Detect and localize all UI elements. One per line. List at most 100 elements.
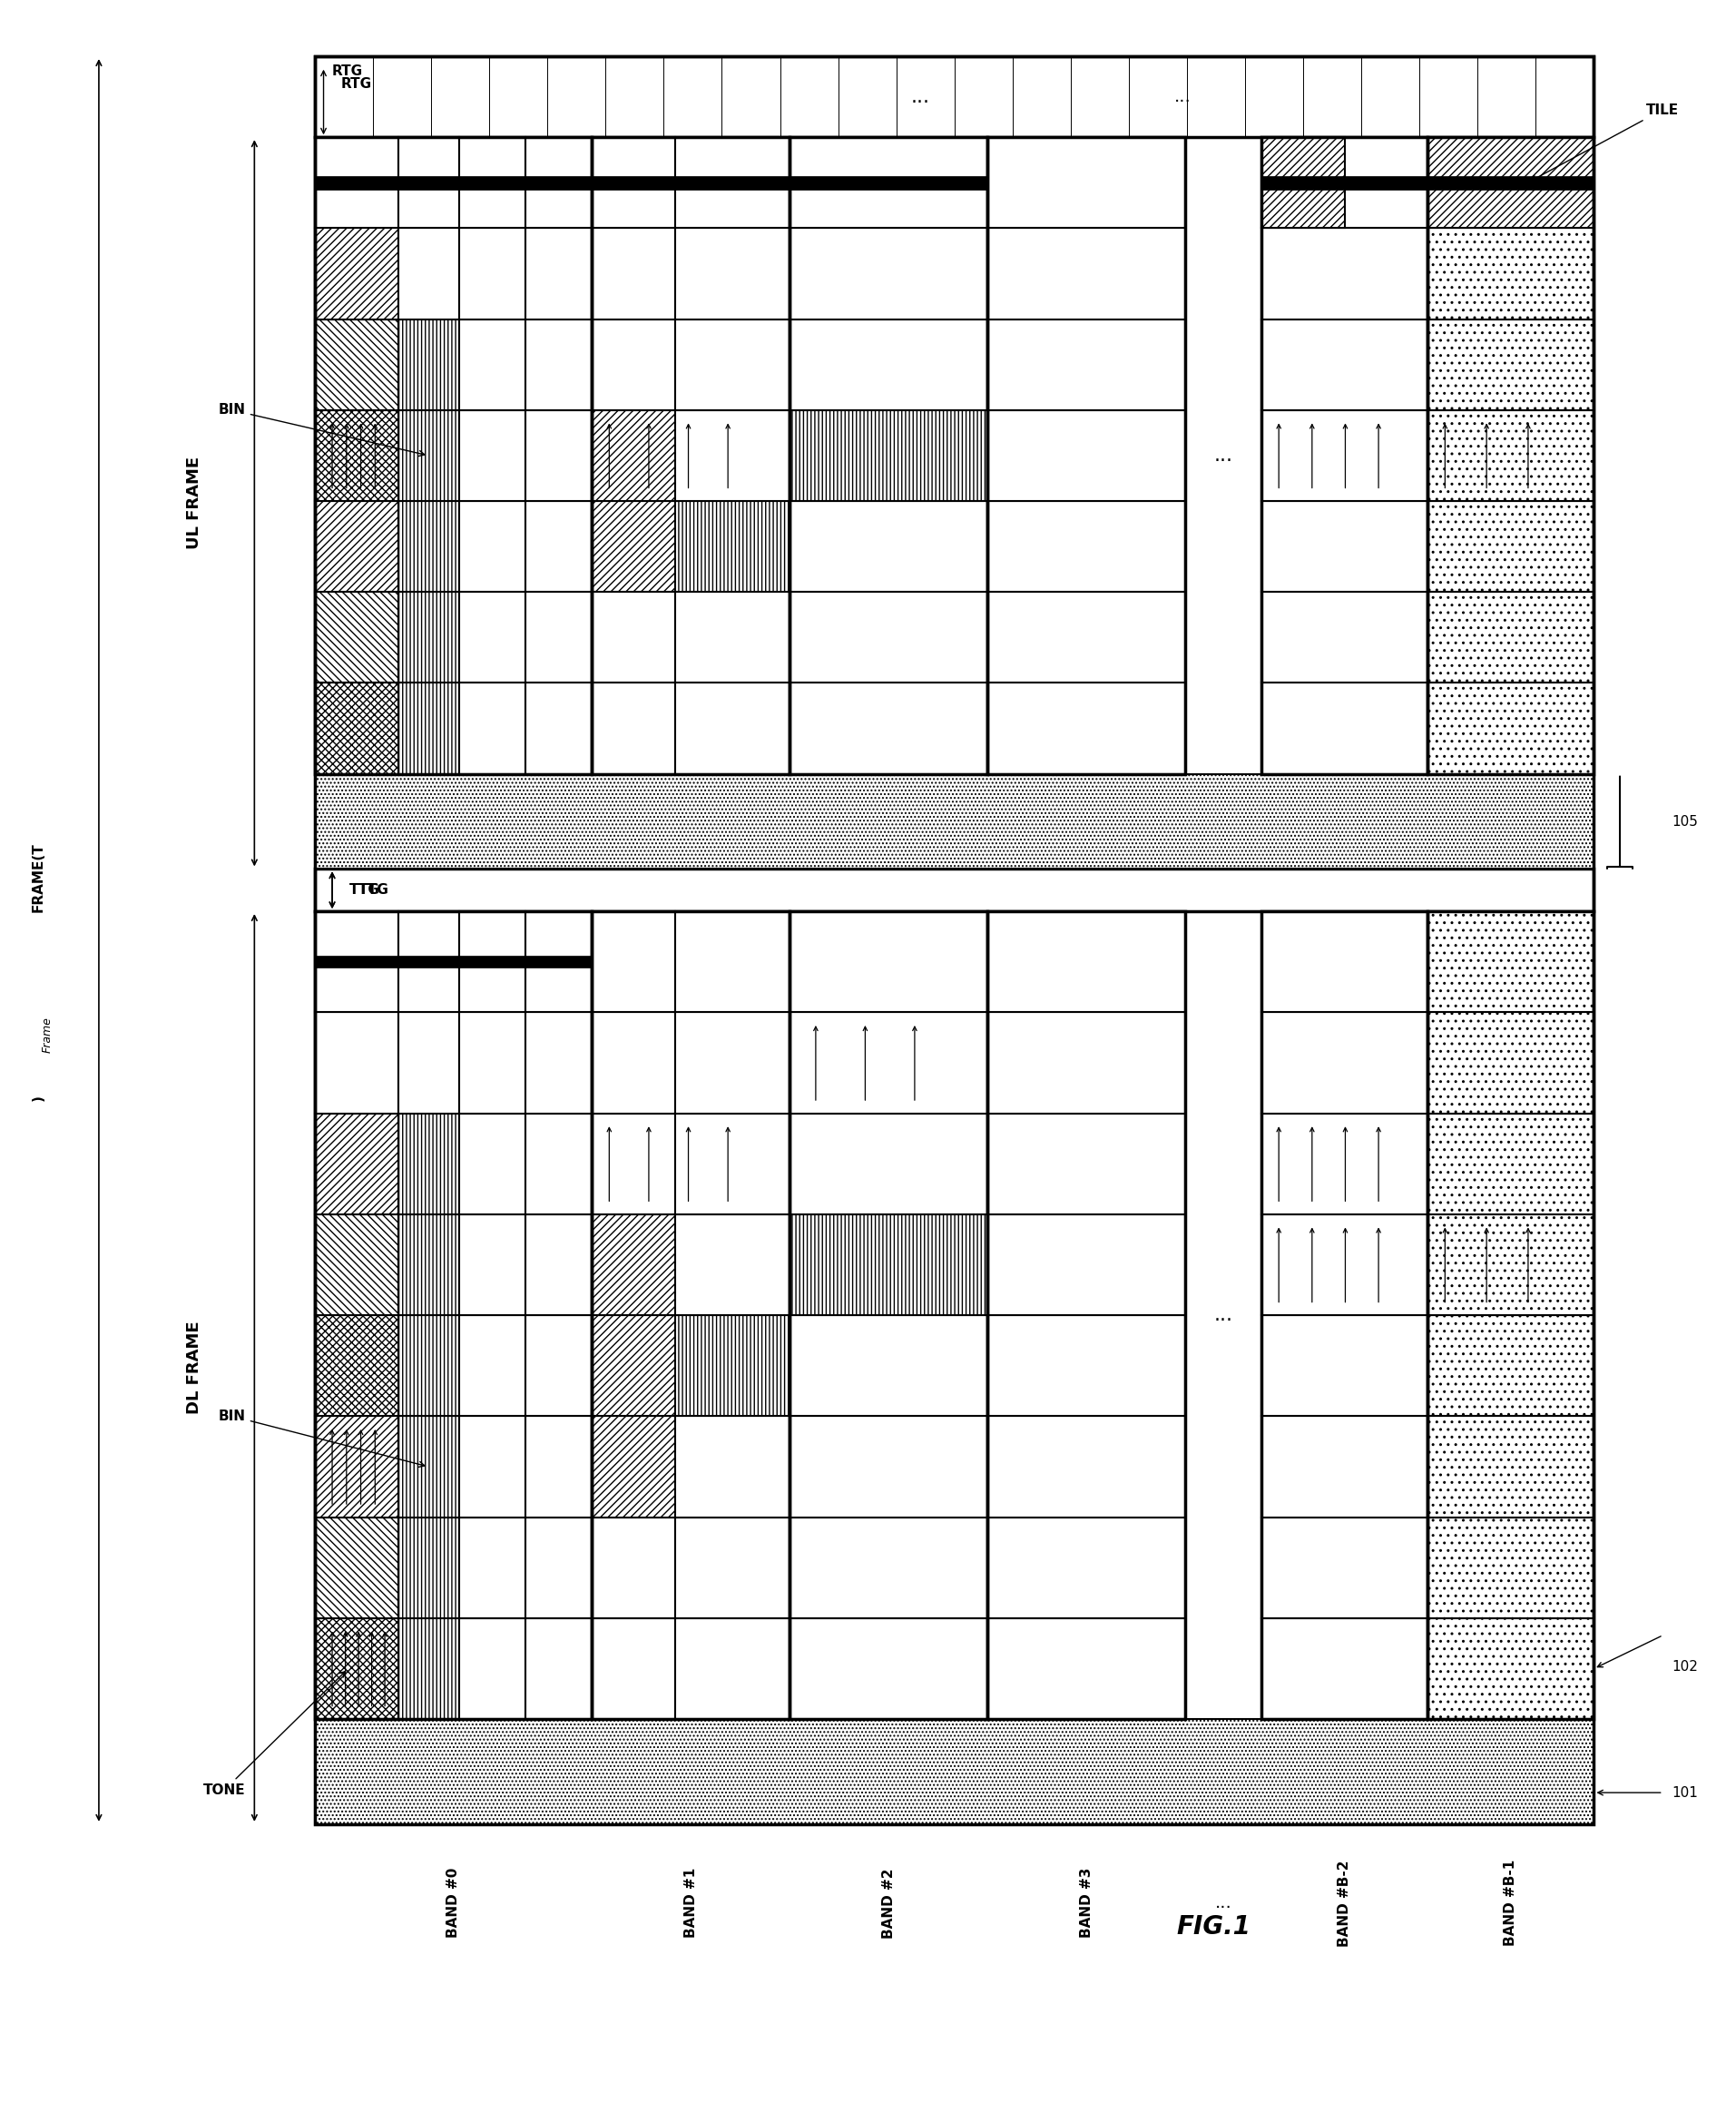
Bar [1427,1417,1594,1516]
Bar [458,1214,526,1316]
Bar [592,1214,675,1316]
Bar [1427,591,1594,682]
Text: BIN: BIN [219,403,425,456]
Bar [592,410,675,501]
Bar [314,957,592,967]
Bar [988,410,1186,501]
Bar [790,501,988,591]
Bar [526,1516,592,1618]
Bar [398,1618,458,1719]
Bar [398,591,458,682]
Bar [314,1516,398,1618]
Bar [398,1113,458,1214]
Bar [526,682,592,773]
Bar [526,1618,592,1719]
Bar [398,501,458,591]
Text: BIN: BIN [219,1409,425,1468]
Bar [398,137,458,228]
Bar [1427,137,1594,228]
Bar [314,175,592,190]
Bar [592,1316,675,1417]
Bar [526,319,592,410]
Bar [458,1316,526,1417]
Bar [790,1417,988,1516]
Bar [592,1516,675,1618]
Bar [1262,1113,1427,1214]
Text: BAND #2: BAND #2 [882,1867,896,1939]
Bar [458,137,526,228]
Bar [1427,1618,1594,1719]
Bar [398,228,458,319]
Text: FIG.1: FIG.1 [1177,1913,1252,1939]
Text: RTG: RTG [332,65,363,78]
Text: FRAME(T: FRAME(T [31,843,45,912]
Bar [790,682,988,773]
Bar [592,137,790,773]
Bar [398,912,458,1012]
Bar [1427,137,1594,228]
Bar [675,912,790,1012]
Bar [526,410,592,501]
Bar [314,1113,398,1214]
Bar [1427,137,1594,773]
Bar [790,228,988,319]
Bar [314,57,1594,1825]
Bar [1262,501,1427,591]
Bar [592,137,675,228]
Bar [314,57,1594,137]
Bar [458,1012,526,1113]
Bar [458,682,526,773]
Bar [1427,501,1594,591]
Bar [592,1113,675,1214]
Bar [1427,319,1594,410]
Bar [790,1516,988,1618]
Bar [314,868,1594,912]
Text: ...: ... [910,89,929,106]
Bar [526,912,592,1012]
Bar [526,1417,592,1516]
Bar [526,1113,592,1214]
Bar [1427,1516,1594,1618]
Bar [592,175,790,190]
Text: DL FRAME: DL FRAME [186,1322,201,1415]
Bar [398,1214,458,1316]
Bar [1427,1113,1594,1214]
Bar [790,1214,988,1316]
Bar [398,319,458,410]
Bar [675,1516,790,1618]
Text: ...: ... [1174,89,1191,106]
Bar [675,1214,790,1316]
Bar [458,591,526,682]
Bar [675,1417,790,1516]
Bar [988,228,1186,319]
Bar [790,912,988,1719]
Bar [1427,410,1594,501]
Bar [1262,1516,1427,1618]
Bar [398,682,458,773]
Bar [526,501,592,591]
Bar [988,912,1186,1719]
Bar [675,1316,790,1417]
Text: 102: 102 [1672,1660,1698,1673]
Bar [1427,1012,1594,1113]
Bar [592,1012,675,1113]
Bar [1427,175,1594,190]
Text: Frame: Frame [42,1016,52,1054]
Bar [790,912,988,1012]
Bar [790,1012,988,1113]
Text: ): ) [31,1094,45,1100]
Bar [790,137,988,773]
Bar [592,319,675,410]
Text: 101: 101 [1672,1787,1698,1799]
Bar [988,1012,1186,1113]
Bar [314,137,592,773]
Bar [675,228,790,319]
Bar [314,1214,398,1316]
Bar [458,501,526,591]
Bar [1262,228,1427,319]
Bar [675,682,790,773]
Text: TILE: TILE [1531,103,1679,182]
Bar [592,501,675,591]
Text: BAND #B-2: BAND #B-2 [1338,1861,1351,1947]
Text: TTG: TTG [358,883,389,898]
